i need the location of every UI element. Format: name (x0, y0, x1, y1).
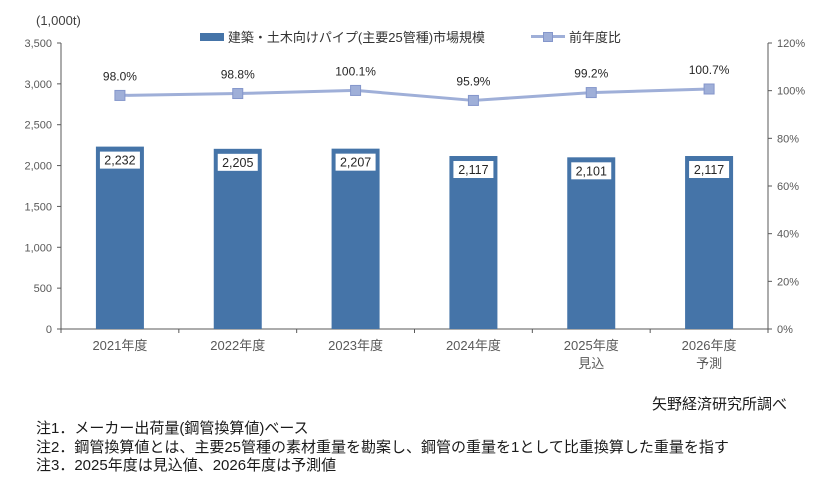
left-axis-tick-label: 3,000 (24, 79, 52, 91)
bar-value-label: 2,205 (222, 156, 253, 170)
x-axis-category-sublabel: 見込 (578, 356, 604, 371)
x-axis-category-label: 2023年度 (328, 338, 383, 353)
left-axis-tick-label: 2,500 (24, 120, 52, 132)
right-axis-tick-label: 120% (777, 38, 805, 50)
bar (95, 146, 144, 329)
footnotes: 注1．メーカー出荷量(鋼管換算値)ベース 注2．鋼管換算値とは、主要25管種の素… (36, 420, 729, 476)
legend-label-yoy-ratio: 前年度比 (569, 30, 622, 45)
x-axis-category-sublabel: 予測 (696, 356, 722, 371)
right-axis-tick-label: 0% (777, 324, 793, 336)
bar (567, 157, 616, 329)
x-axis-category-label: 2021年度 (92, 338, 147, 353)
line-value-label: 95.9% (456, 74, 490, 88)
line-value-label: 100.7% (689, 63, 730, 77)
right-axis-tick-label: 60% (777, 181, 799, 193)
line-marker-icon (585, 87, 597, 99)
line-marker-icon (350, 84, 362, 96)
x-axis-category-label: 2025年度 (564, 338, 619, 353)
bar-value-label: 2,207 (340, 156, 371, 170)
bar (449, 156, 498, 329)
legend-item-market-size: 建築・土木向けパイプ(主要25管種)市場規模 (199, 27, 486, 46)
legend-label-market-size: 建築・土木向けパイプ(主要25管種)市場規模 (227, 30, 486, 45)
footnote-1: 注1．メーカー出荷量(鋼管換算値)ベース (36, 420, 309, 437)
x-axis-category-label: 2026年度 (682, 338, 737, 353)
line-value-label: 99.2% (574, 67, 608, 81)
left-axis-tick-label: 3,500 (24, 38, 52, 50)
bar-series-swatch-icon (199, 32, 224, 41)
line-marker-icon (114, 89, 126, 101)
bar-value-label-box (689, 161, 730, 179)
bar-value-label-box (571, 162, 612, 180)
bar (331, 148, 380, 329)
bar (685, 156, 734, 329)
source-credit: 矢野経済研究所調べ (651, 396, 787, 413)
line-marker-icon (467, 94, 479, 106)
bar-value-label: 2,117 (458, 163, 488, 177)
yoy-line (119, 87, 710, 102)
left-axis-tick-label: 2,000 (24, 161, 52, 173)
chart-legend: 建築・土木向けパイプ(主要25管種)市場規模 前年度比 (0, 27, 821, 46)
bar-value-label: 2,232 (104, 154, 135, 168)
left-axis-tick-label: 500 (34, 283, 52, 295)
bar-value-label-box (217, 153, 258, 171)
bar-value-label: 2,117 (694, 163, 724, 177)
right-axis-tick-label: 20% (777, 276, 799, 288)
bar-value-label-box (99, 151, 140, 169)
legend-item-yoy-ratio: 前年度比 (531, 27, 621, 46)
line-value-label: 98.0% (103, 69, 137, 83)
line-value-label: 100.1% (335, 64, 376, 78)
line-series-swatch-icon (531, 31, 566, 42)
bar-value-label: 2,101 (576, 164, 607, 178)
line-marker-icon (703, 83, 715, 95)
line-marker-icon (232, 88, 244, 100)
right-axis-tick-label: 40% (777, 229, 799, 241)
left-axis-tick-label: 0 (46, 324, 52, 336)
left-axis-unit-label: (1,000t) (36, 13, 81, 28)
right-axis-tick-label: 80% (777, 133, 799, 145)
line-swatch-marker-icon (543, 31, 554, 42)
x-axis-category-label: 2024年度 (446, 338, 501, 353)
line-value-label: 98.8% (221, 68, 255, 82)
bar-value-label-box (335, 153, 376, 171)
chart-canvas: 0 500 1,000 1,500 2,000 2,500 3,000 3,500 0% 20% 4… (24, 38, 805, 371)
footnote-2: 注2．鋼管換算値とは、主要25管種の素材重量を勘案し、鋼管の重量を1として比重換… (36, 438, 729, 456)
bar (213, 148, 262, 329)
bar-value-label-box (453, 161, 494, 179)
left-axis-tick-label: 1,500 (24, 201, 52, 213)
footnote-3: 注3．2025年度は見込値、2026年度は予測値 (36, 457, 337, 474)
left-axis-tick-label: 1,000 (24, 242, 52, 254)
right-axis-tick-label: 100% (777, 86, 805, 98)
x-axis-category-label: 2022年度 (210, 338, 265, 353)
